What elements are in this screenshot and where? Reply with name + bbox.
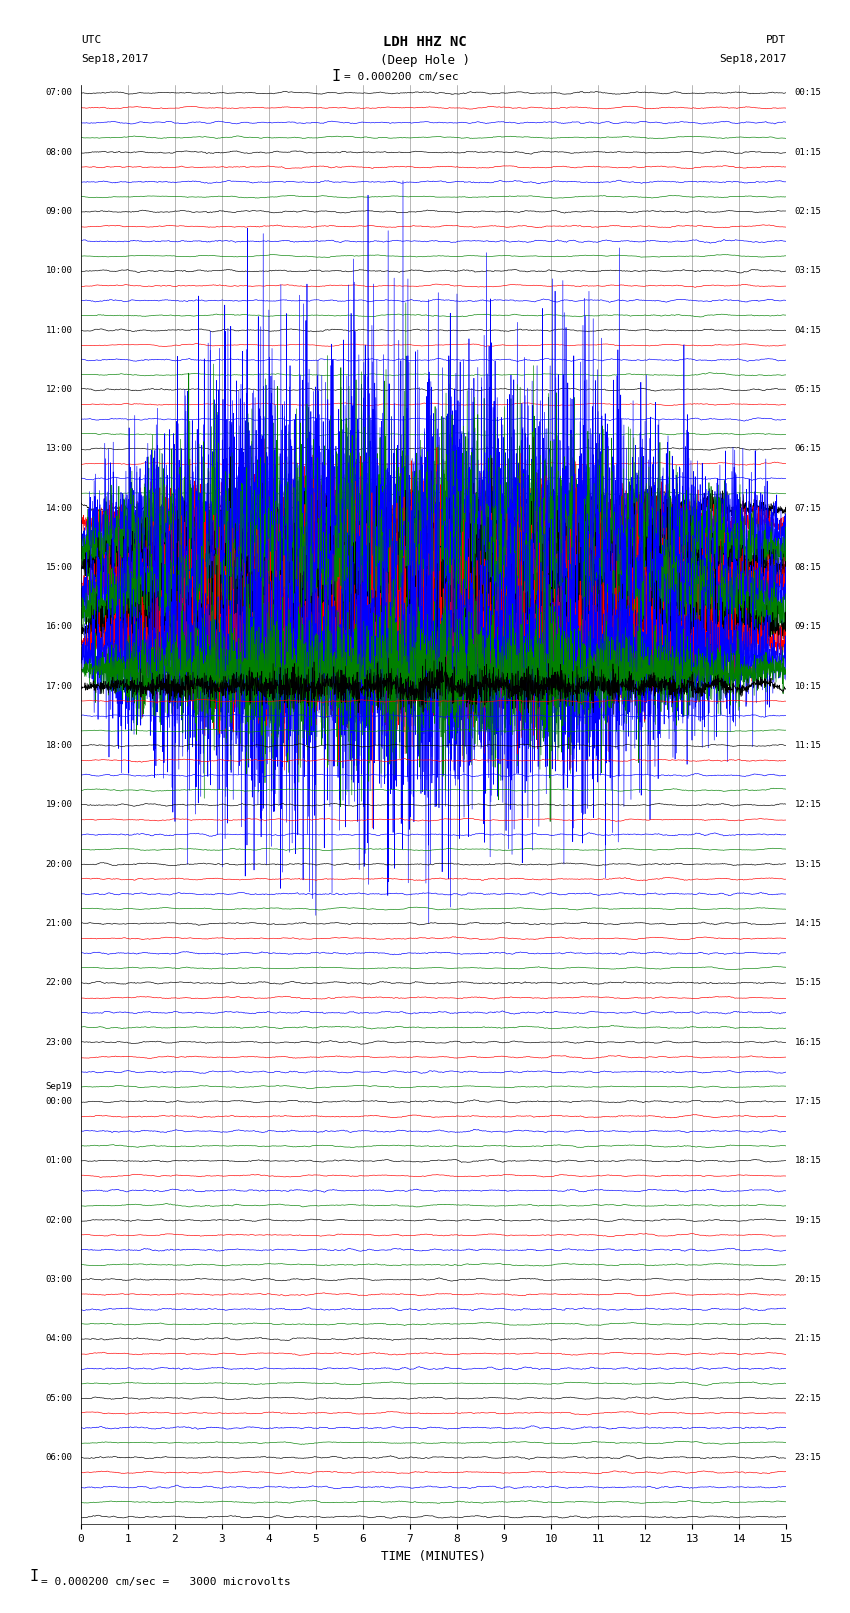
Text: 08:15: 08:15	[795, 563, 822, 573]
Text: LDH HHZ NC: LDH HHZ NC	[383, 35, 467, 48]
Text: 07:00: 07:00	[45, 89, 72, 97]
Text: 00:15: 00:15	[795, 89, 822, 97]
Text: 03:15: 03:15	[795, 266, 822, 276]
Text: 13:15: 13:15	[795, 860, 822, 869]
Text: = 0.000200 cm/sec =   3000 microvolts: = 0.000200 cm/sec = 3000 microvolts	[41, 1578, 291, 1587]
Text: 12:15: 12:15	[795, 800, 822, 810]
Text: 07:15: 07:15	[795, 503, 822, 513]
Text: 23:00: 23:00	[45, 1037, 72, 1047]
Text: 21:15: 21:15	[795, 1334, 822, 1344]
Text: 02:00: 02:00	[45, 1216, 72, 1224]
Text: 11:00: 11:00	[45, 326, 72, 336]
Text: 20:15: 20:15	[795, 1274, 822, 1284]
Text: 20:00: 20:00	[45, 860, 72, 869]
Text: 16:00: 16:00	[45, 623, 72, 631]
Text: 15:15: 15:15	[795, 979, 822, 987]
Text: 16:15: 16:15	[795, 1037, 822, 1047]
Text: 18:15: 18:15	[795, 1157, 822, 1165]
Text: 21:00: 21:00	[45, 919, 72, 927]
Text: UTC: UTC	[81, 35, 101, 45]
Text: 09:00: 09:00	[45, 206, 72, 216]
Text: Sep19: Sep19	[45, 1082, 72, 1092]
Text: 22:00: 22:00	[45, 979, 72, 987]
Text: 08:00: 08:00	[45, 148, 72, 156]
Text: 06:15: 06:15	[795, 445, 822, 453]
Text: 04:15: 04:15	[795, 326, 822, 336]
Text: PDT: PDT	[766, 35, 786, 45]
Text: (Deep Hole ): (Deep Hole )	[380, 53, 470, 68]
Text: 22:15: 22:15	[795, 1394, 822, 1403]
Text: 09:15: 09:15	[795, 623, 822, 631]
Text: 10:15: 10:15	[795, 682, 822, 690]
Text: 02:15: 02:15	[795, 206, 822, 216]
Text: 14:15: 14:15	[795, 919, 822, 927]
Text: 18:00: 18:00	[45, 740, 72, 750]
Text: 19:15: 19:15	[795, 1216, 822, 1224]
Text: 06:00: 06:00	[45, 1453, 72, 1461]
Text: 17:00: 17:00	[45, 682, 72, 690]
Text: 14:00: 14:00	[45, 503, 72, 513]
Text: 13:00: 13:00	[45, 445, 72, 453]
Text: 03:00: 03:00	[45, 1274, 72, 1284]
Text: 19:00: 19:00	[45, 800, 72, 810]
Text: 15:00: 15:00	[45, 563, 72, 573]
X-axis label: TIME (MINUTES): TIME (MINUTES)	[381, 1550, 486, 1563]
Text: 05:00: 05:00	[45, 1394, 72, 1403]
Text: I: I	[30, 1569, 39, 1584]
Text: 17:15: 17:15	[795, 1097, 822, 1107]
Text: Sep18,2017: Sep18,2017	[81, 53, 148, 65]
Text: Sep18,2017: Sep18,2017	[719, 53, 786, 65]
Text: 05:15: 05:15	[795, 386, 822, 394]
Text: 11:15: 11:15	[795, 740, 822, 750]
Text: 12:00: 12:00	[45, 386, 72, 394]
Text: 23:15: 23:15	[795, 1453, 822, 1461]
Text: 04:00: 04:00	[45, 1334, 72, 1344]
Text: I: I	[332, 69, 340, 84]
Text: 01:00: 01:00	[45, 1157, 72, 1165]
Text: 01:15: 01:15	[795, 148, 822, 156]
Text: 10:00: 10:00	[45, 266, 72, 276]
Text: = 0.000200 cm/sec: = 0.000200 cm/sec	[344, 71, 459, 82]
Text: 00:00: 00:00	[45, 1097, 72, 1107]
